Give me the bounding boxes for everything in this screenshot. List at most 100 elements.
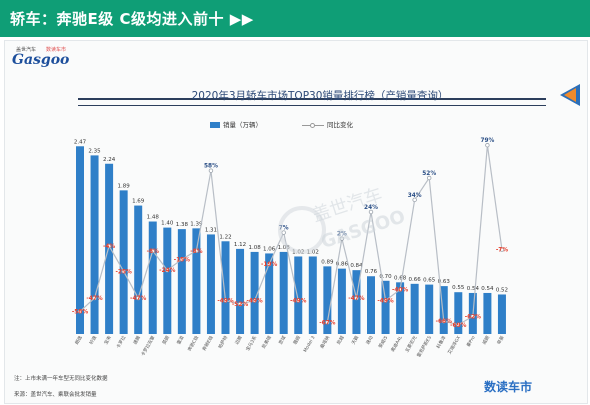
yoy-point [106, 243, 112, 249]
yoy-point [427, 175, 432, 181]
category-label: 朗逸 [73, 334, 84, 346]
bar [148, 221, 157, 334]
legend-bar-label: 销量（万辆） [223, 121, 262, 129]
bar [497, 294, 506, 334]
bar-value-label: 0.63 [438, 279, 451, 285]
yoy-label: -7% [496, 248, 508, 254]
yoy-point [383, 298, 388, 303]
bar [76, 146, 84, 334]
category-label: 科鲁泽 [435, 334, 448, 350]
bar [381, 280, 390, 334]
yoy-label: -15% [174, 257, 190, 263]
category-label: 荣威i5 [377, 334, 390, 349]
yoy-label: -47% [86, 296, 102, 302]
bar-value-label: 1.48 [147, 215, 160, 221]
yoy-label: -69% [450, 323, 466, 329]
category-label: 卡罗拉 [115, 334, 128, 350]
category-label: 雅阁 [291, 334, 302, 346]
legend-bar-swatch [210, 122, 220, 128]
yoy-point [456, 322, 461, 327]
bar [134, 205, 143, 334]
note-footnote: 注：上市未满一年车型无同比变化数据 [14, 376, 108, 382]
chart-title: 2020年3月轿车市场TOP30销量排行榜（产销量查询） [191, 90, 449, 102]
bar-value-label: 1.08 [278, 245, 291, 251]
yoy-point [354, 295, 359, 301]
yoy-line [79, 170, 299, 312]
category-label: 威朗 [481, 334, 492, 346]
category-label: 轩逸 [88, 334, 99, 346]
yoy-point [135, 295, 141, 301]
bar-value-label: 1.06 [263, 246, 276, 252]
yoy-point [208, 168, 214, 173]
yoy-label: -62% [465, 314, 481, 320]
banner-arrow-icon [560, 84, 580, 106]
yoy-label: 7% [279, 226, 289, 232]
category-label: 凯越 [335, 334, 346, 346]
logo-small-right: 数读车市 [46, 47, 67, 53]
category-label: 艾瑞泽GX [446, 335, 462, 356]
bar [454, 292, 463, 334]
category-label: 五菱宏光 [403, 334, 418, 354]
yoy-point [194, 248, 199, 253]
yoy-point [339, 236, 345, 241]
bar [483, 292, 492, 334]
yoy-point [92, 295, 97, 301]
yoy-label: 2% [337, 232, 347, 238]
bar-value-label: 1.22 [219, 234, 231, 240]
yoy-point [325, 320, 330, 325]
yoy-point [179, 257, 185, 262]
bar-value-label: 0.86 [336, 262, 349, 268]
bar-value-label: 1.31 [205, 227, 217, 233]
category-label: 奔驰C级 [186, 334, 201, 352]
bar [323, 266, 332, 334]
bar-value-label: 2.47 [74, 139, 87, 145]
bar-value-label: 0.65 [423, 278, 436, 284]
bar [352, 270, 361, 334]
bar [90, 155, 99, 334]
legend-line-label: 同比变化 [327, 121, 353, 129]
bar [250, 251, 259, 334]
bar-value-label: 1.40 [161, 221, 174, 227]
bar-value-label: 0.70 [379, 274, 392, 280]
yoy-label: -19% [261, 262, 277, 268]
category-label: 奥迪A4L [389, 334, 404, 353]
bar-value-label: 1.12 [234, 242, 246, 248]
bar [119, 190, 128, 334]
yoy-label: -47% [348, 296, 364, 302]
bar [177, 229, 186, 334]
yoy-label: 34% [408, 193, 422, 199]
bar [308, 256, 317, 334]
category-label: 迈腾 [233, 334, 244, 346]
bar-value-label: 2.24 [103, 157, 116, 163]
bar-value-label: 0.52 [496, 287, 508, 293]
yoy-label: -40% [392, 288, 408, 294]
yoy-point [441, 318, 446, 324]
page-title: 轿车：奔驰E级 C级均进入前十 ▶▶ [10, 10, 254, 28]
bar [425, 284, 434, 334]
category-label: 凯美瑞 [260, 334, 273, 350]
brand-mark: 数读车市 [484, 380, 533, 394]
yoy-point [237, 301, 243, 307]
category-label: 雷凌 [175, 334, 186, 346]
yoy-label: -49% [246, 299, 262, 305]
chart-legend: 销量（万辆） 同比变化 [210, 119, 353, 129]
yoy-label: -24% [159, 268, 175, 274]
category-label: 速腾 [131, 334, 142, 346]
yoy-label: -58% [72, 309, 88, 315]
page-header: 轿车：奔驰E级 C级均进入前十 ▶▶ [0, 0, 590, 37]
bar [410, 283, 419, 334]
yoy-point [266, 261, 272, 267]
bar [337, 268, 346, 334]
yoy-point [368, 209, 374, 215]
bar [396, 282, 405, 334]
yoy-point [77, 309, 83, 314]
yoy-label: -4% [103, 244, 115, 250]
yoy-label: -25% [116, 269, 132, 275]
category-label: 思域 [277, 334, 288, 346]
yoy-point [412, 197, 417, 203]
bar [367, 276, 375, 334]
yoy-point [121, 269, 126, 274]
yoy-point [150, 248, 155, 253]
yoy-point [252, 298, 257, 303]
category-label: 秦Pro [465, 334, 477, 348]
